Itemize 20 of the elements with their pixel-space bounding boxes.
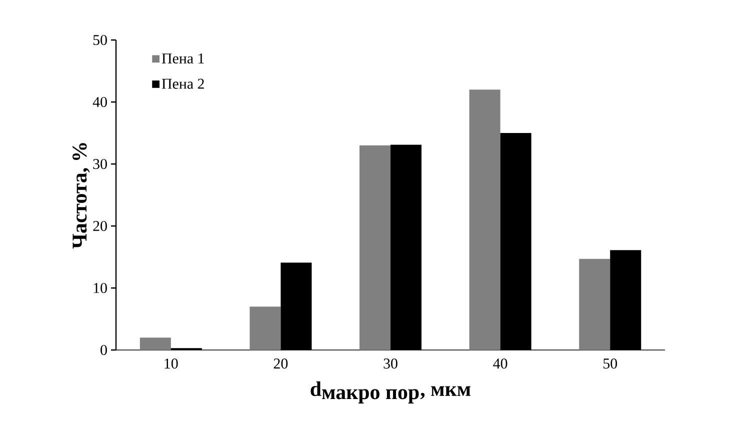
x-tick-label: 40 <box>493 358 508 369</box>
bar <box>140 338 171 350</box>
legend-label: Пена 2 <box>162 78 204 89</box>
y-tick-label: 0 <box>100 344 107 356</box>
y-axis-title: Частота, % <box>72 143 90 249</box>
y-tick-label: 50 <box>93 34 107 46</box>
y-tick-label: 20 <box>93 220 107 232</box>
bar <box>579 258 610 350</box>
bar <box>469 90 500 350</box>
legend-label: Пена 1 <box>162 53 204 64</box>
x-tick-label: 20 <box>274 358 288 369</box>
bar <box>250 306 281 350</box>
y-tick-label: 40 <box>92 96 107 108</box>
x-tick-label: 10 <box>164 358 178 369</box>
y-tick-label: 10 <box>94 282 107 294</box>
x-axis-title: $\textbf{d}_{\textbf{макро пор}}\textbf{, мкм}$ <box>310 381 470 404</box>
bar <box>360 145 391 350</box>
x-tick-label: 50 <box>604 358 618 369</box>
y-tick-label: 30 <box>93 158 107 170</box>
x-tick-label: 30 <box>384 358 398 369</box>
